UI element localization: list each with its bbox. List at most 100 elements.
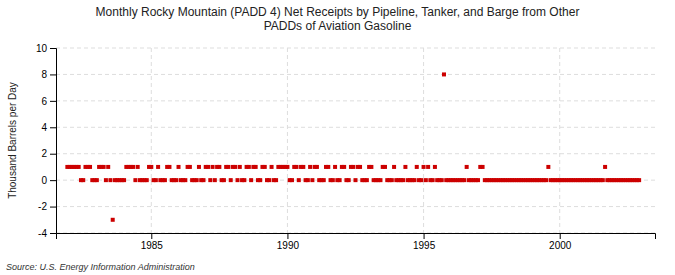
point [229, 178, 233, 182]
point [422, 165, 426, 169]
chart-container: 1985199019952000-4-20246810Monthly Rocky… [0, 0, 675, 275]
point [247, 165, 251, 169]
y-tick-label: 0 [41, 175, 47, 186]
x-tick-label: 1990 [277, 240, 300, 251]
point [637, 178, 641, 182]
point [149, 165, 153, 169]
y-tick: 4 [41, 122, 56, 133]
y-tick-mark [50, 207, 56, 208]
point [285, 165, 289, 169]
point [156, 165, 160, 169]
y-tick: 6 [41, 96, 56, 107]
grid [56, 48, 655, 233]
y-tick-label: -4 [38, 228, 47, 239]
grid-line-y [56, 127, 655, 128]
point [226, 165, 230, 169]
point [77, 165, 81, 169]
point [111, 218, 115, 222]
y-tick-label: 10 [36, 43, 48, 54]
point [358, 165, 362, 169]
point [174, 178, 178, 182]
y-tick-mark [50, 101, 56, 102]
point [440, 178, 444, 182]
point [81, 178, 85, 182]
point [236, 178, 240, 182]
x-tick-label: 1985 [141, 240, 164, 251]
point [263, 165, 267, 169]
point [419, 178, 423, 182]
point [195, 178, 199, 182]
point [154, 178, 158, 182]
x-tick-label: 1995 [413, 240, 436, 251]
point [465, 165, 469, 169]
point [390, 178, 394, 182]
point [383, 165, 387, 169]
grid-line-y [56, 153, 655, 154]
x-axis-line [57, 234, 656, 240]
point [315, 165, 319, 169]
y-tick: 8 [41, 69, 56, 80]
source: Source: U.S. Energy Information Administ… [6, 262, 195, 272]
y-tick-label: 2 [41, 148, 47, 159]
point [267, 178, 271, 182]
title-line: PADDs of Aviation Gasoline [264, 19, 412, 33]
point [365, 178, 369, 182]
x-tick-mark [151, 233, 152, 239]
point [222, 178, 226, 182]
point [254, 165, 258, 169]
grid-line-x [151, 48, 152, 233]
y-tick: 2 [41, 148, 56, 159]
y-tick-mark [50, 127, 56, 128]
point [308, 165, 312, 169]
y-tick-mark [50, 48, 56, 49]
point [326, 165, 330, 169]
point [217, 165, 221, 169]
point [351, 165, 355, 169]
y-tick-label: 4 [41, 122, 47, 133]
x-axis: 1985 1990 1995 2000 [57, 233, 656, 251]
x-tick: 2000 [549, 233, 572, 251]
y-tick-mark [50, 233, 56, 234]
point [242, 178, 246, 182]
y-tick-label: -2 [38, 201, 47, 212]
point [342, 165, 346, 169]
x-tick: 1990 [277, 233, 300, 251]
grid-line-y [56, 206, 655, 207]
chart-svg: 1985199019952000-4-20246810Monthly Rocky… [0, 0, 675, 275]
y-tick-mark [50, 180, 56, 181]
y-tick: -2 [38, 201, 56, 212]
point [211, 165, 215, 169]
point [433, 165, 437, 169]
point [322, 178, 326, 182]
x-tick-mark [424, 233, 425, 239]
x-tick-label: 2000 [549, 240, 572, 251]
point [136, 165, 140, 169]
point [431, 178, 435, 182]
point [476, 178, 480, 182]
point [603, 165, 607, 169]
point [301, 165, 305, 169]
grid-line-x [423, 48, 424, 233]
point [208, 178, 212, 182]
point [290, 178, 294, 182]
point [442, 72, 446, 76]
point [403, 165, 407, 169]
point [145, 178, 149, 182]
point [213, 178, 217, 182]
point [238, 165, 242, 169]
point [88, 165, 92, 169]
y-axis: -4 -2 0 2 4 6 8 10 [36, 43, 57, 239]
point [310, 178, 314, 182]
point [131, 165, 135, 169]
y-tick: 0 [41, 175, 56, 186]
point [133, 178, 137, 182]
point [413, 178, 417, 182]
point [201, 178, 205, 182]
x-tick-mark [287, 233, 288, 239]
point [177, 165, 181, 169]
point [206, 165, 210, 169]
y-tick-label: 8 [41, 69, 47, 80]
point [297, 178, 301, 182]
grid-line-y [56, 74, 655, 75]
y-tick-mark [50, 154, 56, 155]
